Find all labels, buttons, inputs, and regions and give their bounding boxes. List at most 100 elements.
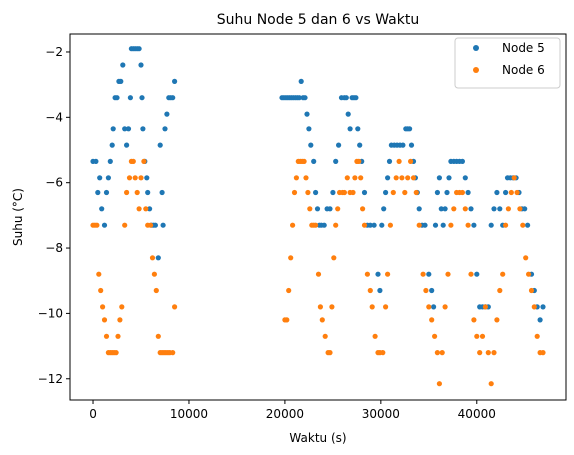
data-point [479,333,486,339]
y-tick-label: −8 [45,241,63,255]
data-point [491,350,497,356]
x-tick-label: 0 [89,407,97,421]
data-point [505,206,511,212]
data-point [371,222,377,228]
data-point [120,62,126,68]
data-point [446,175,452,181]
data-point [109,142,115,148]
data-point [387,222,393,228]
data-point [459,158,465,164]
data-point [314,206,321,212]
data-point [494,189,500,196]
data-point [405,175,411,181]
data-point [434,350,440,356]
data-point [400,142,406,148]
data-point [148,222,154,228]
data-point [152,222,158,228]
data-point [434,189,440,196]
data-point [122,222,128,228]
data-point [149,255,156,261]
data-point [462,175,468,181]
data-point [522,206,528,212]
data-point [153,287,159,294]
legend-label-2: Node 6 [502,63,545,77]
y-tick-label: −2 [45,45,63,59]
data-point [315,271,322,277]
data-point [517,206,523,212]
y-axis-label: Suhu (°C) [11,188,25,246]
data-point [139,95,145,101]
data-point [126,175,133,181]
legend-box [454,37,561,89]
data-point [298,78,304,84]
data-point [330,189,336,196]
data-point [482,304,488,310]
data-point [491,206,497,212]
data-point [436,175,442,181]
y-tick-label: −10 [38,306,63,320]
data-point [497,287,503,294]
data-point [159,189,165,196]
data-point [381,206,387,212]
data-point [329,304,335,310]
data-point [311,158,317,164]
data-point [352,175,358,181]
data-point [528,287,535,294]
data-point [407,126,413,132]
data-point [333,222,339,228]
data-point [103,189,110,196]
data-point [508,189,514,196]
plot-frame [69,33,567,401]
data-point [540,304,546,310]
data-point [442,206,448,212]
data-point [345,111,351,117]
data-point [448,222,454,228]
data-point [341,189,347,196]
data-point [114,95,120,101]
y-tick-label: −12 [38,372,63,386]
data-point [471,317,477,323]
plot-area [90,46,546,387]
data-point [465,222,471,228]
data-point [105,175,111,181]
data-point [141,158,147,164]
data-point [445,271,451,277]
data-point [136,46,142,52]
data-point [308,142,314,148]
data-point [291,189,298,196]
data-point [113,350,119,356]
data-point [358,175,364,181]
data-point [335,206,341,212]
data-point [423,287,429,294]
data-point [160,222,166,228]
data-point [101,222,108,228]
data-point [321,222,327,228]
data-point [98,287,104,294]
data-point [331,255,337,261]
data-point [286,287,292,294]
data-point [290,222,296,228]
data-point [134,189,140,196]
data-point [119,304,125,310]
data-point [162,126,168,132]
data-point [497,206,503,212]
data-point [319,317,325,323]
data-point [494,317,500,323]
data-point [170,95,176,101]
data-point [103,333,110,339]
data-point [451,206,457,212]
data-point [138,62,144,68]
data-point [402,189,408,196]
data-point [93,158,99,164]
chart-title: Suhu Node 5 dan 6 vs Waktu [217,12,419,28]
data-point [429,287,435,294]
data-point [353,95,359,101]
data-point [94,222,100,228]
data-point [296,95,302,101]
legend: Node 5 Node 6 [454,37,561,89]
data-point [474,271,480,277]
x-tick-label: 40000 [458,407,496,421]
data-point [520,222,526,228]
data-point [357,142,363,148]
